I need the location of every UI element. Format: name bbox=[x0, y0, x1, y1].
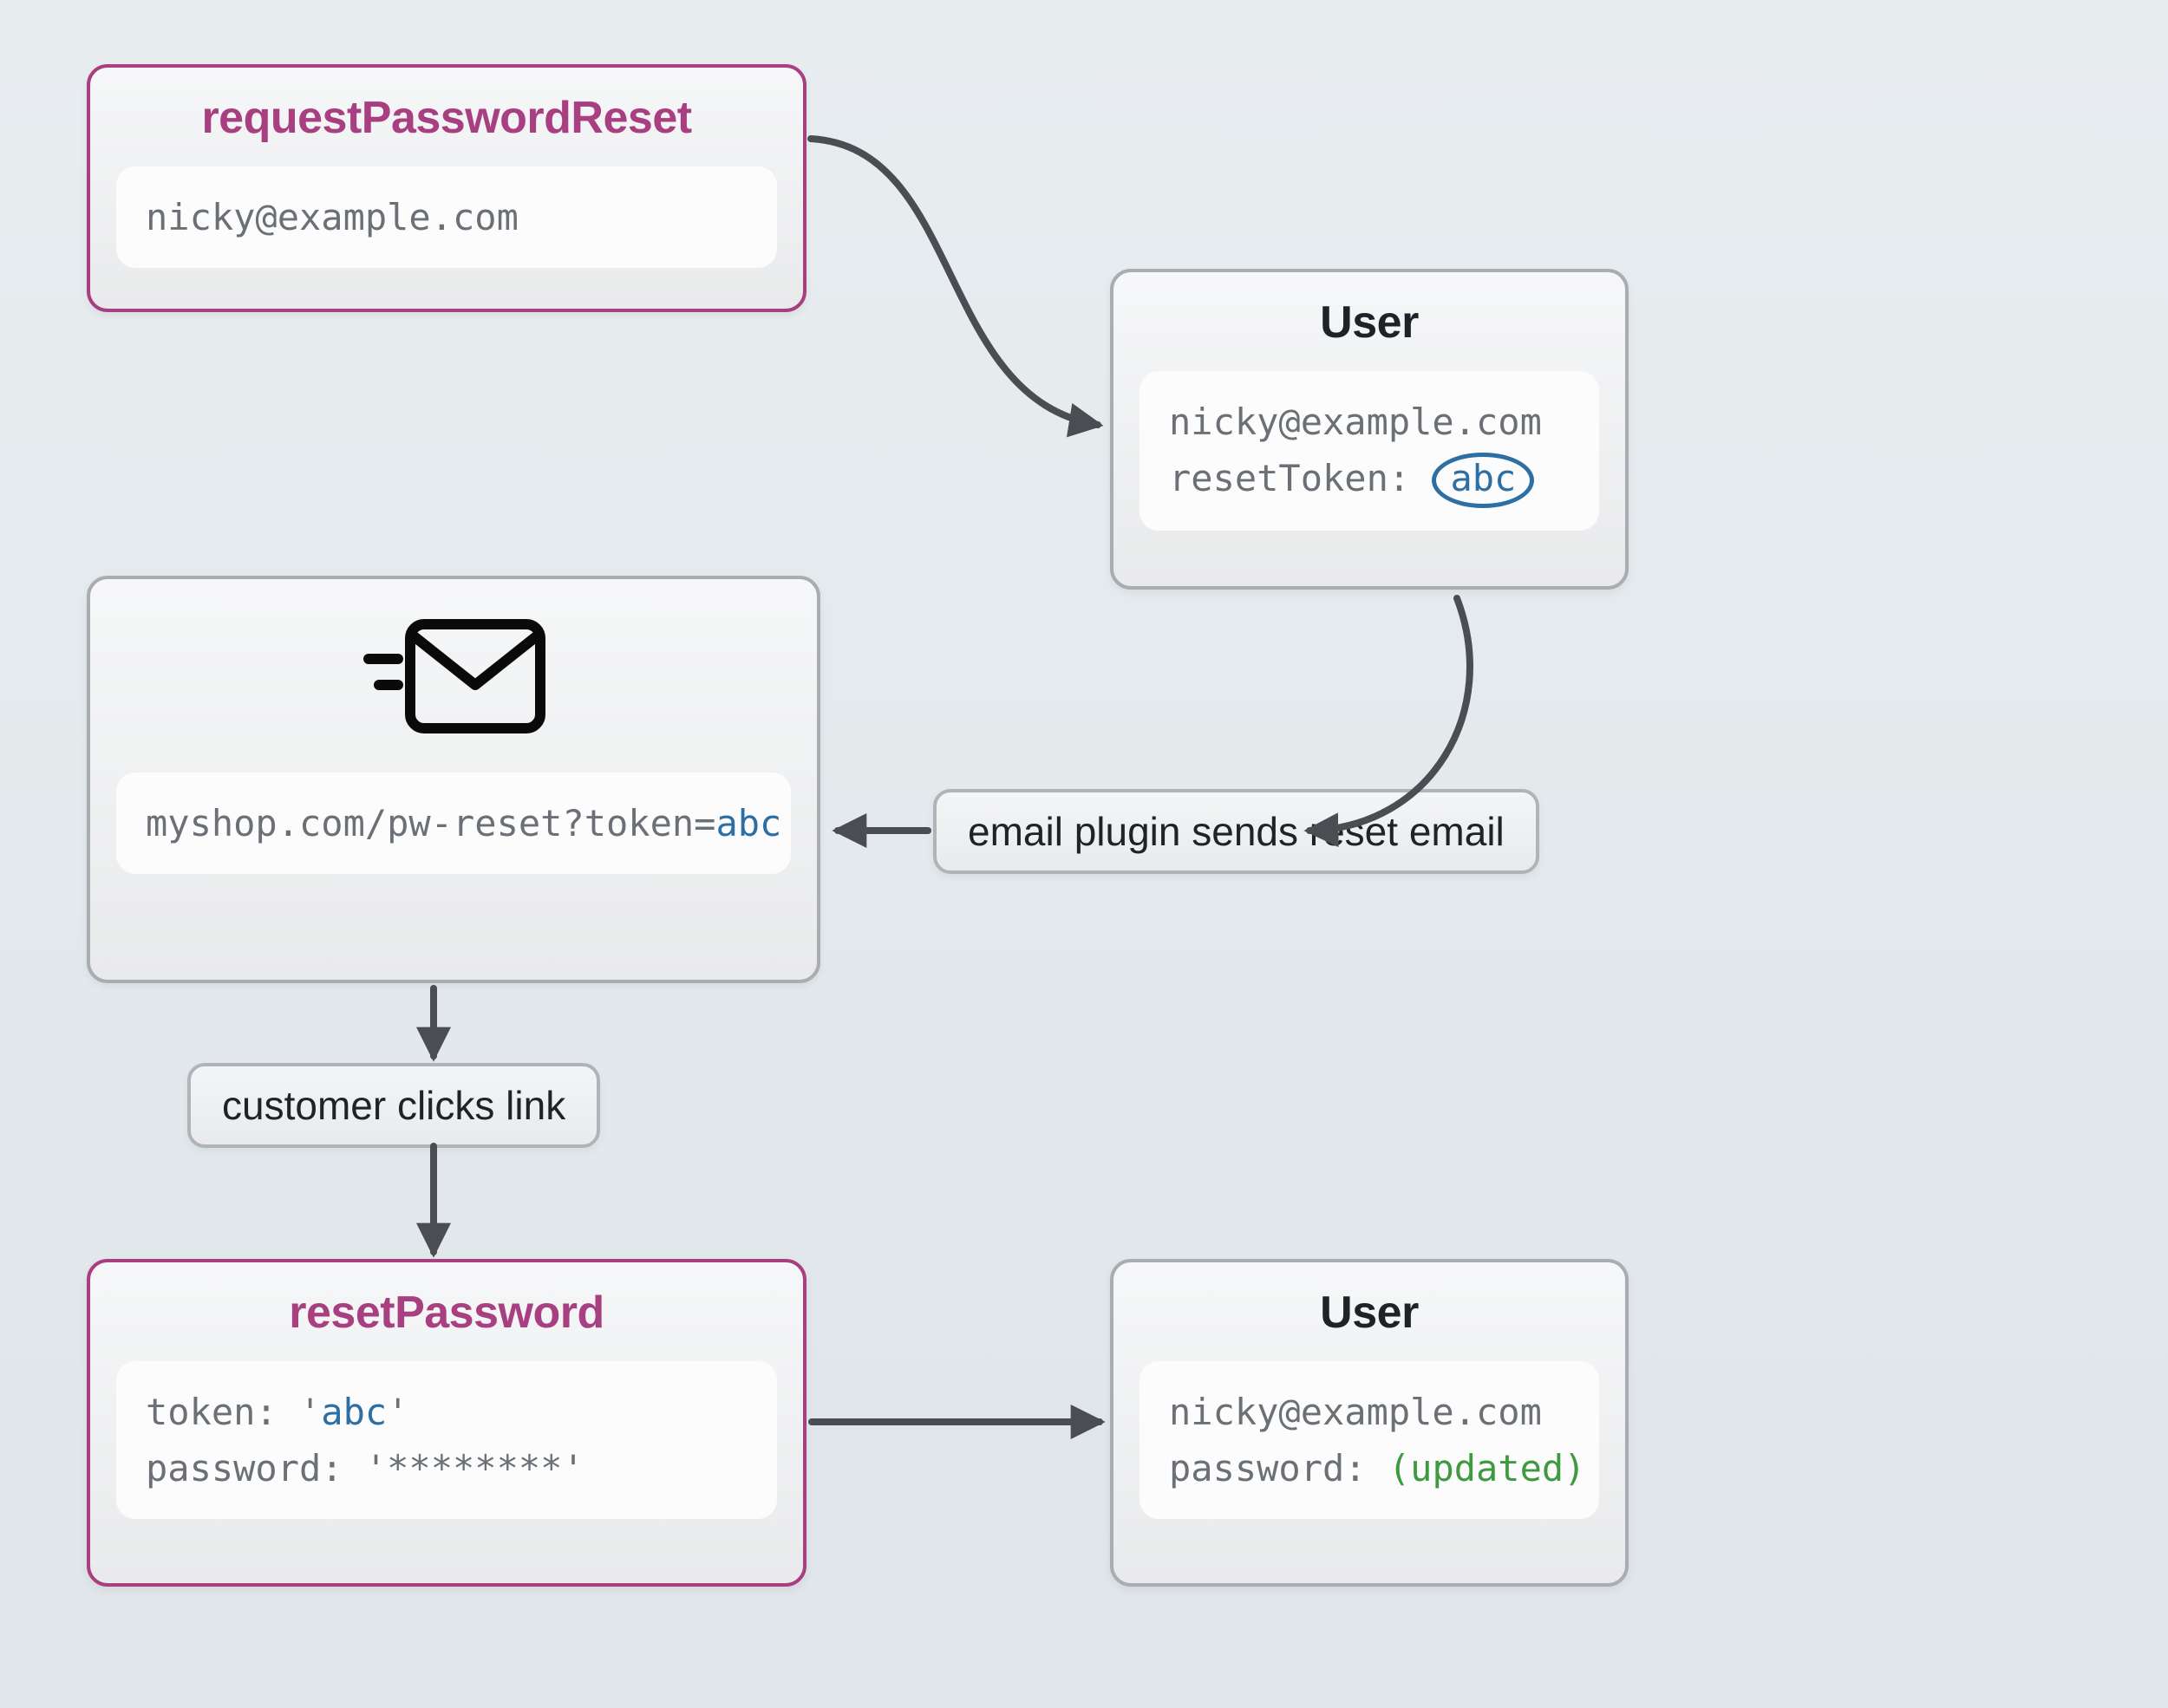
email-plugin-label: email plugin sends reset email bbox=[933, 789, 1539, 874]
reset-password-node: resetPassword token: 'abc'password: '***… bbox=[87, 1259, 806, 1587]
email-node: myshop.com/pw-reset?token=abc bbox=[87, 576, 820, 983]
node-body: myshop.com/pw-reset?token=abc bbox=[116, 773, 791, 874]
mail-send-icon bbox=[358, 612, 549, 742]
user-top-node: User nicky@example.comresetToken: abc bbox=[1110, 269, 1629, 590]
arrow-req-to-user bbox=[811, 139, 1098, 425]
node-title: User bbox=[1140, 297, 1599, 349]
node-title: requestPasswordReset bbox=[116, 92, 777, 144]
node-body: token: 'abc'password: '********' bbox=[116, 1361, 777, 1519]
node-body: nicky@example.com bbox=[116, 166, 777, 268]
node-body: nicky@example.compassword: (updated) bbox=[1140, 1361, 1599, 1519]
request-password-reset-node: requestPasswordReset nicky@example.com bbox=[87, 64, 806, 312]
node-title: resetPassword bbox=[116, 1287, 777, 1339]
node-title: User bbox=[1140, 1287, 1599, 1339]
user-bottom-node: User nicky@example.compassword: (updated… bbox=[1110, 1259, 1629, 1587]
node-body: nicky@example.comresetToken: abc bbox=[1140, 371, 1599, 531]
customer-clicks-label: customer clicks link bbox=[187, 1063, 600, 1148]
